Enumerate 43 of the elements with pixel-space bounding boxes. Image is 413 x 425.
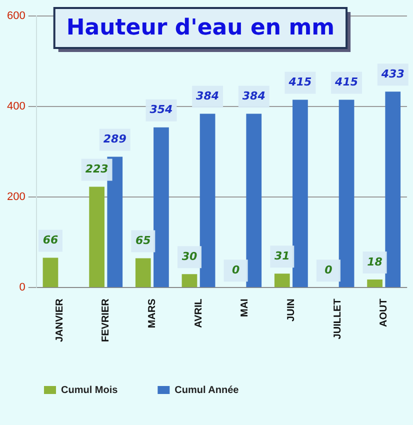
data-label: 384 (196, 90, 220, 103)
bar (107, 156, 123, 288)
data-label: 289 (103, 132, 127, 146)
chart-title: Hauteur d'eau en mm (66, 16, 335, 41)
data-label: 415 (334, 76, 358, 89)
bar (200, 114, 216, 288)
x-tick-label: AVRIL (193, 298, 204, 328)
x-tick-label: FEVRIER (100, 298, 112, 342)
data-label: 66 (42, 234, 58, 247)
bar (338, 100, 354, 288)
bar (89, 186, 104, 288)
y-tick-label: 600 (6, 10, 26, 22)
bar (292, 100, 308, 288)
data-label: 354 (150, 103, 173, 116)
y-tick-label: 200 (6, 191, 26, 204)
bar (274, 274, 290, 288)
bar (385, 92, 401, 288)
legend-label: Cumul Année (174, 384, 240, 396)
bar (42, 258, 58, 288)
data-label: 0 (232, 264, 240, 277)
data-label: 18 (367, 255, 383, 268)
data-label: 415 (288, 76, 312, 89)
bar (246, 114, 262, 288)
data-label: 433 (380, 67, 405, 80)
x-tick-label: MAI (240, 298, 251, 317)
bar (154, 127, 169, 288)
data-label: 30 (182, 250, 198, 263)
y-tick-label: 400 (6, 100, 26, 113)
data-label: 0 (324, 264, 333, 277)
bar (367, 280, 382, 288)
bar (182, 274, 198, 288)
bar (135, 258, 151, 288)
x-tick-label: JUIN (286, 298, 297, 322)
x-tick-label: JUILLET (332, 298, 344, 340)
data-label: 31 (274, 249, 290, 262)
data-label: 384 (242, 90, 266, 103)
data-label: 65 (135, 234, 152, 248)
x-tick-label: JANVIER (54, 298, 66, 342)
x-tick-label: AOUT (378, 298, 390, 327)
x-tick-label: MARS (146, 298, 158, 328)
y-tick-label: 0 (19, 282, 26, 294)
legend-label: Cumul Mois (61, 384, 118, 396)
data-label: 223 (85, 162, 109, 176)
